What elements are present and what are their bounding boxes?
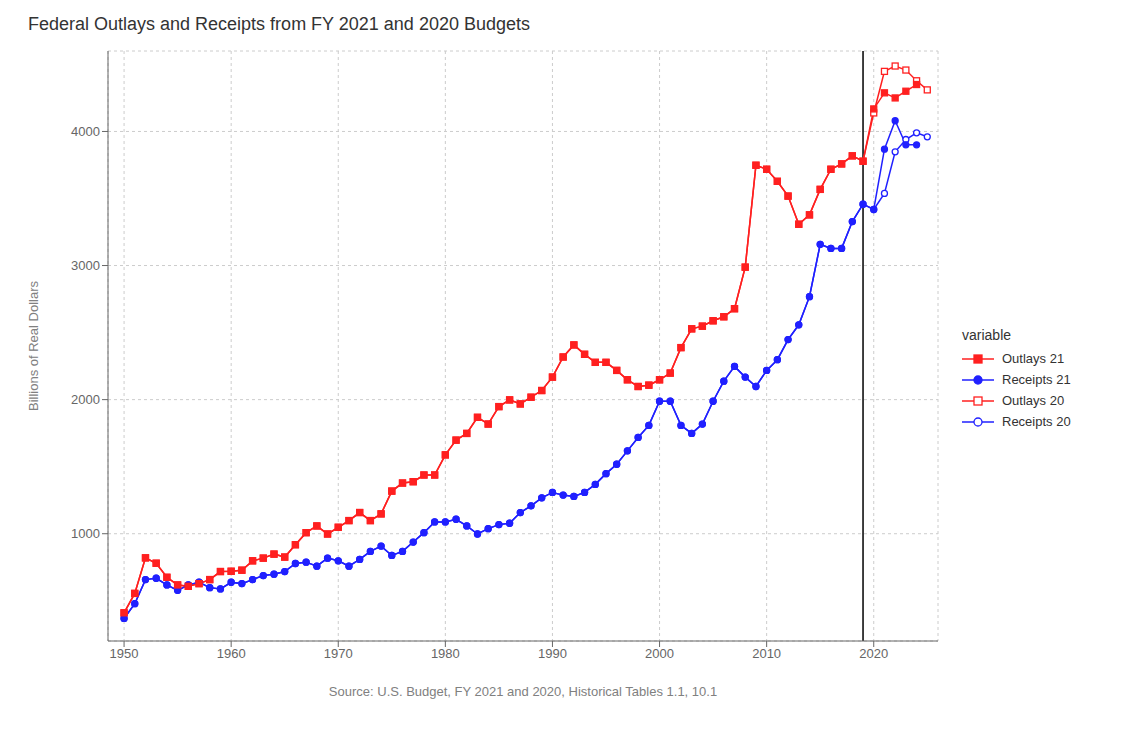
svg-text:2020: 2020 bbox=[859, 646, 888, 661]
html-text:Federal Outlays and Receipts f: Federal Outlays and Receipts from FY 202… bbox=[28, 14, 530, 34]
svg-text:1990: 1990 bbox=[538, 646, 567, 661]
svg-text:1960: 1960 bbox=[217, 646, 246, 661]
html-text:Outlays 20: Outlays 20 bbox=[1002, 393, 1065, 408]
svg-text:1000: 1000 bbox=[71, 526, 100, 541]
svg-text:Source: U.S. Budget, FY 2021 a: Source: U.S. Budget, FY 2021 and 2020, H… bbox=[329, 684, 717, 699]
svg-text:4000: 4000 bbox=[71, 124, 100, 139]
html-text:variable: variable bbox=[962, 327, 1011, 343]
svg-text:1970: 1970 bbox=[324, 646, 353, 661]
svg-text:3000: 3000 bbox=[71, 258, 100, 273]
svg-text:1950: 1950 bbox=[110, 646, 139, 661]
html-text:Receipts 20: Receipts 20 bbox=[1002, 414, 1071, 429]
svg-text:Billions of Real Dollars: Billions of Real Dollars bbox=[26, 280, 41, 411]
svg-text:1980: 1980 bbox=[431, 646, 460, 661]
html-text:Receipts 21: Receipts 21 bbox=[1002, 372, 1071, 387]
html-text:Outlays 21: Outlays 21 bbox=[1002, 351, 1065, 366]
svg-text:2000: 2000 bbox=[645, 646, 674, 661]
svg-text:2000: 2000 bbox=[71, 392, 100, 407]
svg-text:2010: 2010 bbox=[752, 646, 781, 661]
